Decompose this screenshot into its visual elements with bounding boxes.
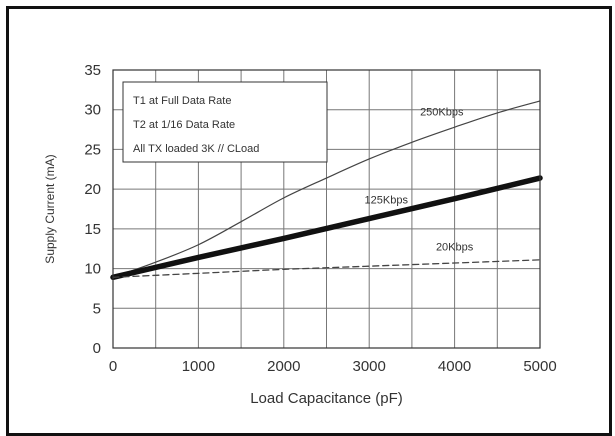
y-axis-label: Supply Current (mA) (43, 154, 57, 263)
y-tick-labels: 0 5 10 15 20 25 30 35 (84, 62, 101, 357)
chart: 0 5 10 15 20 25 30 35 0 1000 2000 3000 4000 5000 Loa… (43, 62, 557, 407)
series-layer (110, 100, 543, 281)
x-axis-label: Load Capacitance (pF) (250, 390, 403, 407)
plot-border (112, 69, 541, 349)
y-tick-label: 5 (93, 300, 101, 317)
y-tick-label: 30 (84, 102, 101, 119)
series-annotation: 125Kbps (365, 194, 409, 206)
chart-frame: 0 5 10 15 20 25 30 35 0 1000 2000 3000 4000 5000 Loa… (6, 6, 612, 436)
series-line-20kbps (112, 259, 541, 278)
x-tick-labels: 0 1000 2000 3000 4000 5000 (109, 358, 557, 375)
x-tick-label: 1000 (182, 358, 215, 375)
x-tick-label: 4000 (438, 358, 471, 375)
y-tick-label: 15 (84, 221, 101, 238)
series-annotations: 250Kbps 125Kbps 20Kbps (365, 106, 474, 253)
y-tick-label: 20 (84, 181, 101, 198)
x-tick-label: 2000 (267, 358, 300, 375)
series-annotation: 20Kbps (436, 241, 474, 253)
legend-line: T1 at Full Data Rate (133, 95, 231, 107)
x-tick-label: 5000 (523, 358, 556, 375)
legend-box (122, 81, 328, 163)
y-tick-label: 25 (84, 141, 101, 158)
y-tick-label: 0 (93, 340, 101, 357)
x-tick-label: 3000 (353, 358, 386, 375)
y-tick-label: 10 (84, 261, 101, 278)
legend: T1 at Full Data Rate T2 at 1/16 Data Rat… (122, 81, 328, 163)
series-annotation: 250Kbps (420, 106, 464, 118)
x-tick-label: 0 (109, 358, 117, 375)
series-line-250kbps (112, 100, 541, 278)
legend-line: All TX loaded 3K // CLoad (133, 143, 259, 155)
legend-line: T2 at 1/16 Data Rate (133, 119, 235, 131)
y-tick-label: 35 (84, 62, 101, 79)
series-line-125kbps (110, 175, 543, 281)
